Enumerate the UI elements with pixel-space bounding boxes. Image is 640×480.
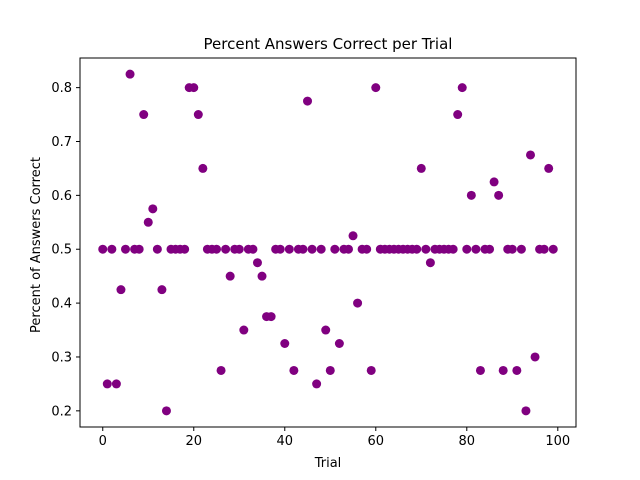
y-tick-label: 0.2: [51, 404, 72, 419]
data-point: [330, 244, 340, 254]
data-point: [521, 406, 531, 416]
data-point: [284, 244, 294, 254]
data-point: [303, 96, 313, 106]
data-point: [234, 244, 244, 254]
data-point: [421, 244, 431, 254]
data-point: [157, 285, 167, 295]
data-point: [134, 244, 144, 254]
data-point: [425, 258, 435, 268]
data-point: [325, 365, 335, 375]
data-point: [462, 244, 472, 254]
y-tick-label: 0.6: [51, 189, 72, 204]
y-tick-label: 0.3: [51, 350, 72, 365]
x-tick-label: 60: [368, 434, 385, 449]
data-point: [507, 244, 517, 254]
data-point: [471, 244, 481, 254]
data-point: [516, 244, 526, 254]
data-point: [371, 83, 381, 93]
data-point: [275, 244, 285, 254]
x-tick-label: 40: [276, 434, 293, 449]
data-point: [530, 352, 540, 362]
data-point: [125, 69, 135, 79]
y-tick-label: 0.7: [51, 135, 72, 150]
data-point: [548, 244, 558, 254]
data-point: [353, 298, 363, 308]
y-tick-label: 0.5: [51, 243, 72, 258]
data-point: [102, 379, 112, 389]
data-point: [466, 190, 476, 200]
data-point: [193, 110, 203, 120]
y-tick-label: 0.8: [51, 81, 72, 96]
data-point: [316, 244, 326, 254]
data-point: [257, 271, 267, 281]
x-tick-label: 20: [185, 434, 202, 449]
data-point: [312, 379, 322, 389]
data-point: [212, 244, 222, 254]
data-point: [494, 190, 504, 200]
data-point: [266, 312, 276, 322]
data-point: [448, 244, 458, 254]
data-point: [111, 379, 121, 389]
data-point: [221, 244, 231, 254]
data-point: [457, 83, 467, 93]
data-point: [539, 244, 549, 254]
chart-title: Percent Answers Correct per Trial: [204, 35, 453, 53]
data-point: [180, 244, 190, 254]
data-point: [489, 177, 499, 187]
data-point: [298, 244, 308, 254]
data-point: [152, 244, 162, 254]
plot-area-frame: [79, 57, 577, 428]
data-point: [412, 244, 422, 254]
data-point: [453, 110, 463, 120]
data-point: [475, 365, 485, 375]
data-point: [161, 406, 171, 416]
data-point: [225, 271, 235, 281]
data-point: [107, 244, 117, 254]
data-point: [321, 325, 331, 335]
data-point: [307, 244, 317, 254]
x-tick-label: 100: [545, 434, 570, 449]
data-point: [248, 244, 258, 254]
data-point: [252, 258, 262, 268]
data-point: [121, 244, 130, 254]
x-tick-label: 0: [99, 434, 107, 449]
data-point: [526, 150, 535, 160]
data-point: [362, 244, 372, 254]
y-axis-ticks: 0.2 0.3 0.4 0.5 0.6 0.7 0.8: [51, 81, 80, 419]
data-point: [198, 163, 208, 173]
data-point: [189, 83, 199, 93]
data-points: [98, 69, 558, 416]
y-axis-label: Percent of Answers Correct: [29, 157, 44, 333]
data-point: [289, 365, 299, 375]
x-tick-label: 80: [459, 434, 476, 449]
data-point: [485, 244, 495, 254]
data-point: [280, 339, 290, 348]
data-point: [334, 339, 344, 348]
data-point: [143, 217, 153, 227]
data-point: [239, 325, 249, 335]
y-tick-label: 0.4: [51, 297, 72, 312]
data-point: [416, 163, 426, 173]
x-axis-ticks: 0 20 40 60 80 100: [99, 427, 570, 449]
data-point: [343, 244, 353, 254]
data-point: [348, 231, 358, 241]
data-point: [216, 365, 226, 375]
data-point: [366, 365, 376, 375]
data-point: [139, 110, 149, 120]
data-point: [98, 244, 108, 254]
data-point: [512, 365, 522, 375]
data-point: [498, 365, 508, 375]
data-point: [116, 285, 126, 295]
data-point: [148, 204, 158, 214]
x-axis-label: Trial: [314, 456, 342, 471]
data-point: [544, 163, 554, 173]
